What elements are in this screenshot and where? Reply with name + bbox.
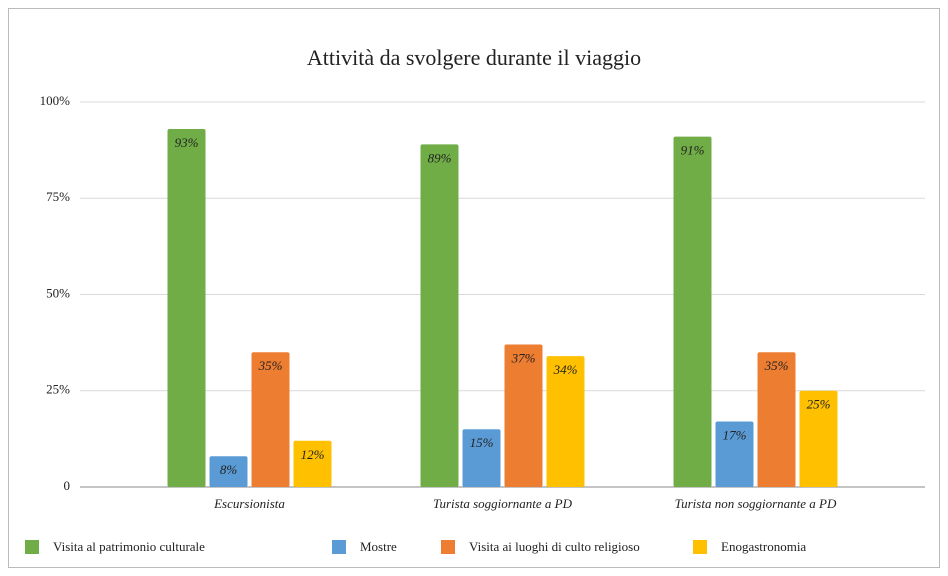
y-tick-label: 75% xyxy=(46,189,70,204)
bar xyxy=(293,440,332,487)
value-label: 37% xyxy=(511,351,536,366)
value-label: 35% xyxy=(258,358,283,373)
bar xyxy=(462,429,501,487)
value-label: 91% xyxy=(681,143,705,158)
legend-label: Mostre xyxy=(360,539,397,554)
value-label: 93% xyxy=(175,135,199,150)
bar xyxy=(546,356,585,487)
y-tick-label: 50% xyxy=(46,285,70,300)
value-label: 17% xyxy=(723,428,747,443)
legend-swatch xyxy=(441,540,455,554)
value-label: 34% xyxy=(553,362,578,377)
legend-swatch xyxy=(25,540,39,554)
value-label: 15% xyxy=(470,435,494,450)
bar xyxy=(251,352,290,487)
chart-title: Attività da svolgere durante il viaggio xyxy=(307,45,641,70)
x-tick-label: Turista non soggiornante a PD xyxy=(675,496,837,511)
legend-label: Visita al patrimonio culturale xyxy=(53,539,205,554)
x-tick-label: Turista soggiornante a PD xyxy=(433,496,573,511)
value-label: 35% xyxy=(764,358,789,373)
bar xyxy=(673,136,712,487)
legend-swatch xyxy=(332,540,346,554)
bar xyxy=(757,352,796,487)
y-tick-label: 0 xyxy=(64,478,71,493)
bar xyxy=(167,128,206,487)
value-label: 25% xyxy=(807,397,831,412)
legend-label: Enogastronomia xyxy=(721,539,806,554)
legend-swatch xyxy=(693,540,707,554)
y-tick-label: 100% xyxy=(40,93,71,108)
x-tick-label: Escursionista xyxy=(213,496,285,511)
bar xyxy=(715,421,754,487)
bar xyxy=(799,390,838,487)
value-label: 89% xyxy=(428,150,452,165)
bar xyxy=(504,344,543,487)
bar xyxy=(209,456,248,487)
value-label: 12% xyxy=(301,447,325,462)
value-label: 8% xyxy=(220,462,238,477)
bar xyxy=(420,144,459,487)
y-tick-label: 25% xyxy=(46,382,70,397)
legend-label: Visita ai luoghi di culto religioso xyxy=(469,539,640,554)
